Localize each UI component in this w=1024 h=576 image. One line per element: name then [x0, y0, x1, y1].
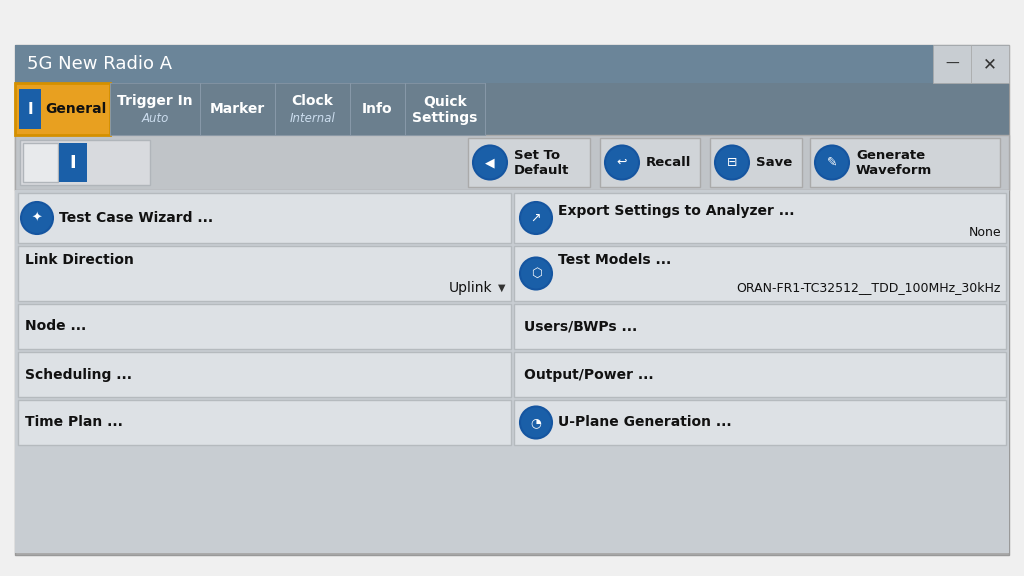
- Circle shape: [520, 257, 552, 290]
- Text: ⬡: ⬡: [530, 267, 542, 280]
- Text: Link Direction: Link Direction: [25, 253, 134, 267]
- Text: Quick: Quick: [423, 95, 467, 109]
- Bar: [350, 83, 406, 135]
- Text: Info: Info: [362, 102, 393, 116]
- Text: Generate: Generate: [856, 149, 925, 162]
- Bar: [110, 83, 200, 135]
- Circle shape: [715, 146, 749, 180]
- Text: Trigger In: Trigger In: [117, 94, 193, 108]
- Bar: [18, 246, 511, 301]
- Text: None: None: [969, 225, 1001, 238]
- Text: Marker: Marker: [210, 102, 265, 116]
- Bar: [23, 143, 58, 182]
- Text: Test Case Wizard ...: Test Case Wizard ...: [59, 211, 213, 225]
- Text: U-Plane Generation ...: U-Plane Generation ...: [558, 415, 731, 430]
- Bar: [810, 138, 1000, 187]
- Bar: [15, 135, 1009, 190]
- Text: Scheduling ...: Scheduling ...: [25, 367, 132, 381]
- Bar: [19, 89, 41, 129]
- Bar: [514, 352, 1006, 397]
- Text: Test Models ...: Test Models ...: [558, 253, 672, 267]
- Text: ↩: ↩: [616, 156, 628, 169]
- Text: ⊟: ⊟: [727, 156, 737, 169]
- Bar: [600, 138, 700, 187]
- Text: Settings: Settings: [413, 111, 477, 125]
- Text: ◀: ◀: [485, 156, 495, 169]
- Text: Export Settings to Analyzer ...: Export Settings to Analyzer ...: [558, 204, 795, 218]
- Text: Recall: Recall: [646, 156, 691, 169]
- Bar: [275, 83, 350, 135]
- Bar: [15, 83, 1009, 135]
- Bar: [710, 138, 802, 187]
- Text: —: —: [945, 57, 958, 71]
- Bar: [18, 304, 511, 349]
- Circle shape: [22, 202, 53, 234]
- Text: ORAN-FR1-TC32512__TDD_100MHz_30kHz: ORAN-FR1-TC32512__TDD_100MHz_30kHz: [736, 282, 1001, 294]
- Bar: [514, 193, 1006, 243]
- Text: Save: Save: [756, 156, 793, 169]
- Bar: [15, 45, 1009, 555]
- Text: I: I: [70, 153, 77, 172]
- Text: ◔: ◔: [530, 416, 542, 429]
- Circle shape: [520, 407, 552, 438]
- Text: Time Plan ...: Time Plan ...: [25, 415, 123, 430]
- Text: Output/Power ...: Output/Power ...: [524, 367, 653, 381]
- Bar: [971, 45, 1009, 83]
- Text: Default: Default: [514, 164, 569, 177]
- Text: General: General: [45, 102, 106, 116]
- Circle shape: [520, 202, 552, 234]
- Bar: [18, 193, 511, 243]
- Circle shape: [473, 146, 507, 180]
- Circle shape: [605, 146, 639, 180]
- Text: Auto: Auto: [141, 112, 169, 124]
- Text: I: I: [28, 101, 33, 116]
- Bar: [15, 83, 110, 135]
- Text: ✕: ✕: [983, 55, 997, 73]
- Text: ↗: ↗: [530, 211, 542, 225]
- Circle shape: [815, 146, 849, 180]
- Text: Internal: Internal: [290, 112, 336, 124]
- Bar: [15, 190, 1009, 553]
- Text: Uplink: Uplink: [449, 281, 492, 295]
- Bar: [15, 45, 1009, 83]
- Bar: [20, 140, 150, 185]
- Text: ▼: ▼: [499, 283, 506, 293]
- Bar: [468, 138, 590, 187]
- Text: 5G New Radio A: 5G New Radio A: [27, 55, 172, 73]
- Bar: [200, 83, 275, 135]
- Bar: [18, 352, 511, 397]
- Bar: [933, 45, 971, 83]
- Bar: [514, 246, 1006, 301]
- Text: Waveform: Waveform: [856, 164, 932, 177]
- Bar: [514, 304, 1006, 349]
- Text: Node ...: Node ...: [25, 320, 86, 334]
- Text: Users/BWPs ...: Users/BWPs ...: [524, 320, 637, 334]
- Text: Set To: Set To: [514, 149, 560, 162]
- Bar: [59, 143, 87, 182]
- Text: Clock: Clock: [292, 94, 334, 108]
- Bar: [18, 400, 511, 445]
- Text: ✦: ✦: [32, 211, 42, 225]
- Bar: [406, 83, 485, 135]
- Text: ✎: ✎: [826, 156, 838, 169]
- Bar: [514, 400, 1006, 445]
